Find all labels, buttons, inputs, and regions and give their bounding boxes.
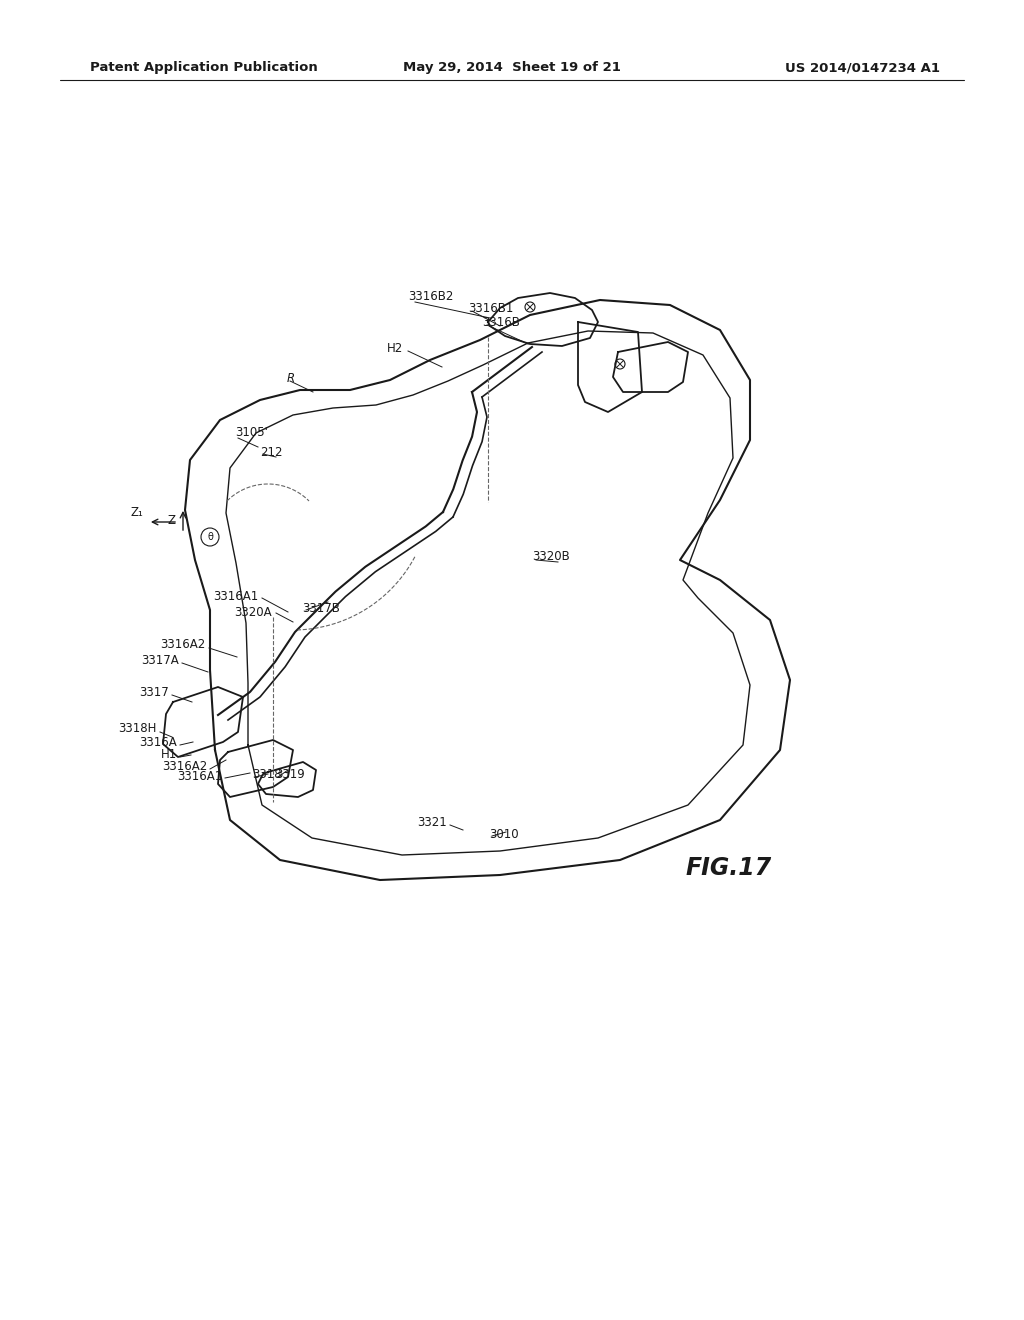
Text: 3316A: 3316A [139,735,177,748]
Text: Z: Z [167,515,175,528]
Text: 3316B1: 3316B1 [468,301,513,314]
Text: 3318: 3318 [252,768,282,781]
Text: R: R [287,371,295,384]
Text: Z₁: Z₁ [130,507,143,520]
Text: 3320B: 3320B [532,550,569,564]
Text: Patent Application Publication: Patent Application Publication [90,62,317,74]
Text: 3316A2: 3316A2 [162,759,207,772]
Text: 3319: 3319 [275,768,305,781]
Text: May 29, 2014  Sheet 19 of 21: May 29, 2014 Sheet 19 of 21 [403,62,621,74]
Text: 3317B: 3317B [302,602,340,615]
Text: 3316A1: 3316A1 [213,590,258,603]
Text: 3316A1: 3316A1 [177,770,222,783]
Text: 3320A: 3320A [234,606,272,619]
Text: 3316B: 3316B [482,315,520,329]
Text: 3316B2: 3316B2 [408,290,454,304]
Text: 3010: 3010 [489,828,518,841]
Text: 3105': 3105' [234,426,268,440]
Text: 3317A: 3317A [141,653,179,667]
Text: H1: H1 [161,748,177,762]
Text: H2: H2 [387,342,403,355]
Text: 3318H: 3318H [119,722,157,735]
Text: 3321: 3321 [417,816,447,829]
Text: 3317: 3317 [139,685,169,698]
Text: US 2014/0147234 A1: US 2014/0147234 A1 [785,62,940,74]
Text: 3316A2: 3316A2 [160,639,205,652]
Text: 212: 212 [260,446,283,458]
Text: FIG.17: FIG.17 [685,855,771,880]
Text: θ: θ [207,532,213,543]
